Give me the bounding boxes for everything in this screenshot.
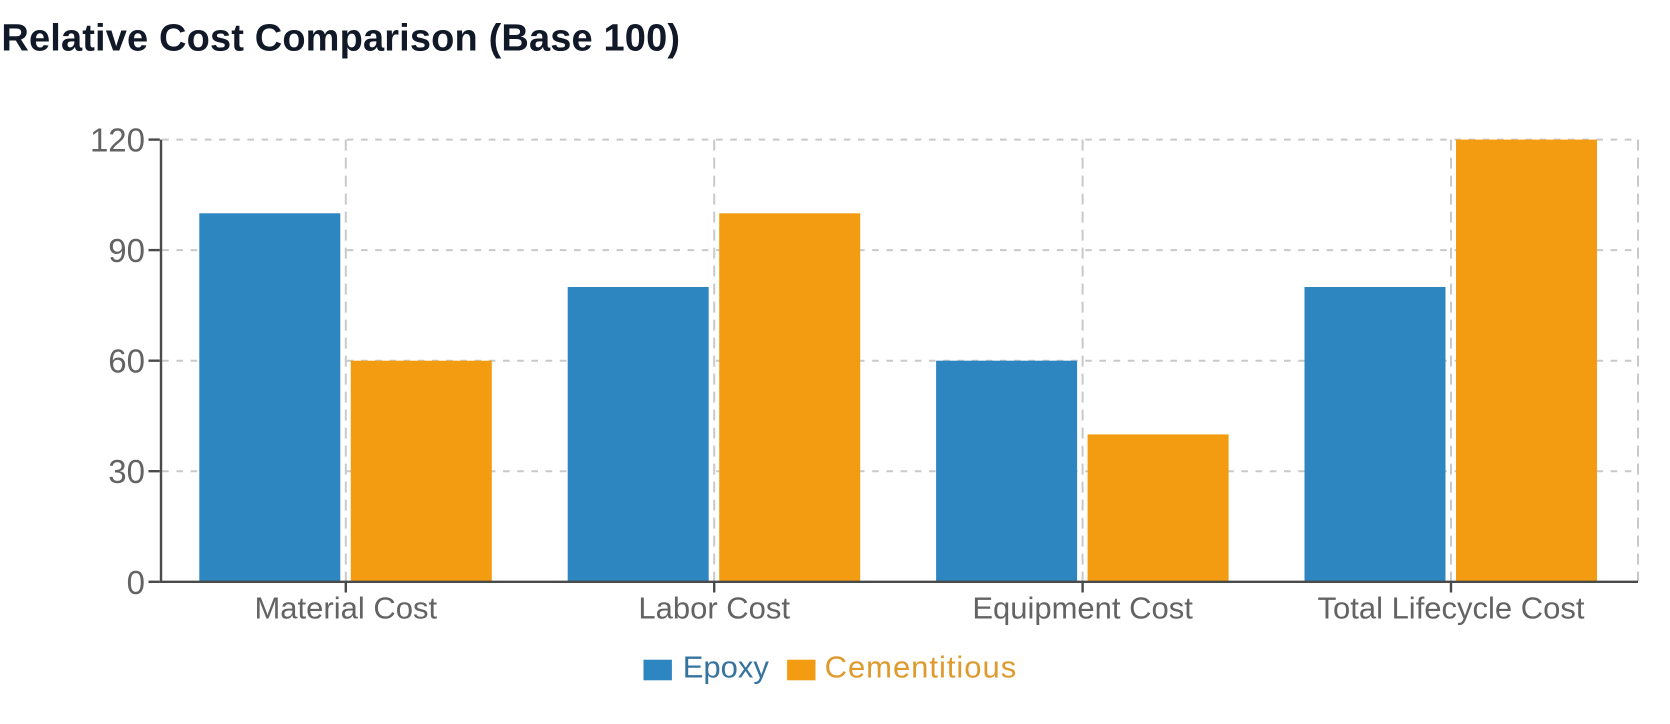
- svg-text:Labor Cost: Labor Cost: [638, 590, 790, 625]
- svg-text:90: 90: [108, 232, 145, 269]
- svg-text:Equipment Cost: Equipment Cost: [972, 590, 1193, 625]
- svg-text:30: 30: [108, 453, 145, 490]
- svg-text:Cementitious: Cementitious: [825, 650, 1017, 685]
- svg-text:Material Cost: Material Cost: [254, 590, 437, 625]
- svg-text:Total Lifecycle Cost: Total Lifecycle Cost: [1317, 590, 1584, 625]
- svg-text:0: 0: [127, 564, 145, 601]
- svg-text:120: 120: [90, 122, 145, 159]
- svg-text:Epoxy: Epoxy: [683, 650, 770, 685]
- svg-text:Relative Cost Comparison (Base: Relative Cost Comparison (Base 100): [1, 18, 680, 60]
- svg-text:60: 60: [108, 343, 145, 380]
